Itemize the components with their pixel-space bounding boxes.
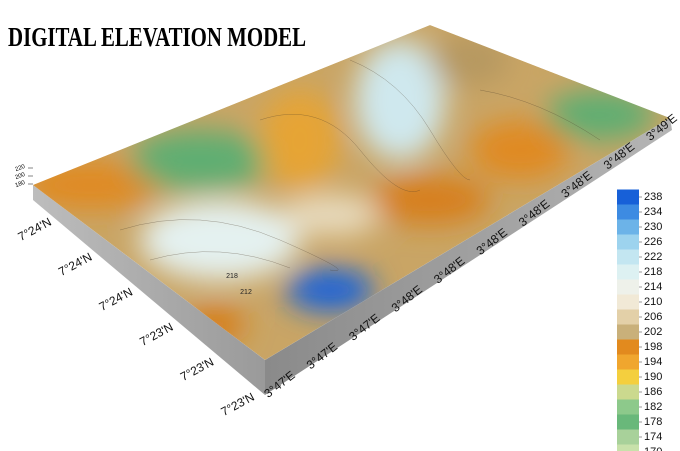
legend-label: 174 bbox=[644, 431, 662, 443]
latitude-label: 7°23'N bbox=[219, 390, 257, 419]
legend-swatch bbox=[617, 219, 639, 235]
legend-swatch bbox=[617, 399, 639, 415]
legend-swatch bbox=[617, 279, 639, 295]
legend-swatch bbox=[617, 309, 639, 325]
legend-label: 182 bbox=[644, 401, 662, 413]
legend-label: 226 bbox=[644, 236, 662, 248]
legend-label: 218 bbox=[644, 266, 662, 278]
legend-swatch bbox=[617, 429, 639, 445]
legend-label: 230 bbox=[644, 221, 662, 233]
legend-swatch bbox=[617, 294, 639, 310]
latitude-label: 7°23'N bbox=[137, 320, 175, 349]
side-scale-label: 220 bbox=[14, 164, 26, 173]
legend-swatch bbox=[617, 234, 639, 250]
legend-label: 238 bbox=[644, 191, 662, 203]
latitude-label: 7°23'N bbox=[178, 355, 216, 384]
legend-swatch bbox=[617, 204, 639, 220]
legend-label: 202 bbox=[644, 326, 662, 338]
legend-swatch bbox=[617, 189, 639, 205]
title: DIGITAL ELEVATION MODEL bbox=[8, 22, 306, 52]
legend-swatch bbox=[617, 339, 639, 355]
terrain-surface bbox=[33, 25, 670, 360]
legend-label: 210 bbox=[644, 296, 662, 308]
legend-swatch bbox=[617, 384, 639, 400]
legend: 238 234 230 226 222 218 214 210 206 202 198 194 190 1… bbox=[617, 189, 662, 451]
legend-swatch bbox=[617, 444, 639, 451]
latitude-label: 7°24'N bbox=[16, 215, 54, 244]
right-wall bbox=[265, 118, 672, 395]
legend-swatch bbox=[617, 324, 639, 340]
legend-swatch bbox=[617, 369, 639, 385]
contour-label: 218 bbox=[226, 273, 238, 280]
latitude-label: 7°24'N bbox=[97, 285, 135, 314]
terrain-block bbox=[33, 25, 672, 395]
legend-label: 178 bbox=[644, 416, 662, 428]
legend-swatch bbox=[617, 264, 639, 280]
contour-label: 212 bbox=[240, 289, 252, 296]
legend-label: 206 bbox=[644, 311, 662, 323]
legend-label: 214 bbox=[644, 281, 662, 293]
legend-swatch bbox=[617, 414, 639, 430]
latitude-label: 7°24'N bbox=[56, 250, 94, 279]
side-scale-label: 200 bbox=[14, 172, 26, 181]
side-scale-label: 180 bbox=[14, 180, 26, 189]
legend-label: 186 bbox=[644, 386, 662, 398]
legend-label: 194 bbox=[644, 356, 662, 368]
legend-label: 198 bbox=[644, 341, 662, 353]
legend-label: 222 bbox=[644, 251, 662, 263]
legend-label: 190 bbox=[644, 371, 662, 383]
legend-label: 170 bbox=[644, 446, 662, 451]
legend-label: 234 bbox=[644, 206, 662, 218]
legend-swatch bbox=[617, 354, 639, 370]
left-wall bbox=[33, 185, 265, 395]
legend-swatch bbox=[617, 249, 639, 265]
